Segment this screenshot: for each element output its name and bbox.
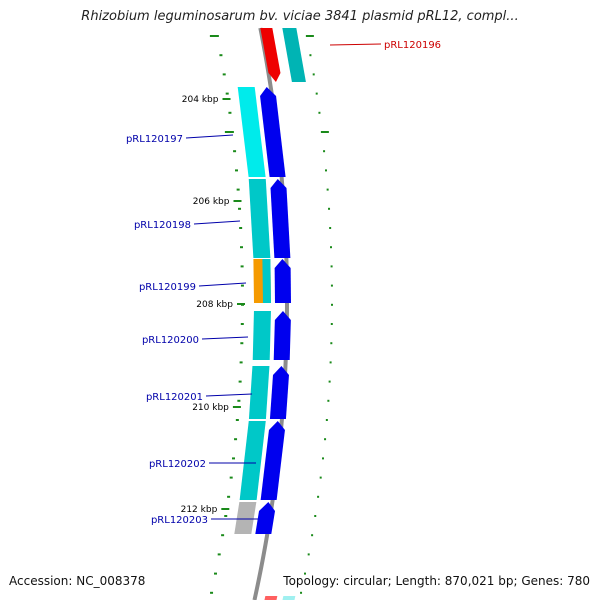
gene-label-pRL120198[interactable]: pRL120198 (134, 220, 191, 231)
forward-orf-feature[interactable] (239, 421, 266, 500)
map-title: Rhizobium leguminosarum bv. viciae 3841 … (81, 9, 519, 24)
gene-leader-line (193, 220, 241, 225)
reverse-orf-feature[interactable] (282, 28, 306, 82)
forward-cds-feature[interactable] (270, 179, 291, 258)
forward-cds-feature[interactable] (260, 87, 286, 177)
topology-text: Topology: circular; Length: 870,021 bp; … (283, 574, 590, 588)
kbp-label: 204 kbp (182, 95, 219, 105)
reverse-orf-feature[interactable] (282, 596, 296, 600)
forward-orf-feature[interactable] (234, 502, 257, 534)
forward-cds-feature[interactable] (255, 502, 276, 534)
gene-leader-line (205, 393, 253, 397)
gene-leader-line (185, 134, 234, 139)
gene-label-pRL120203[interactable]: pRL120203 (151, 515, 208, 526)
reverse-cds-feature[interactable] (260, 28, 281, 82)
kbp-label: 210 kbp (192, 403, 229, 413)
accession-text: Accession: NC_008378 (9, 574, 146, 588)
gene-label-pRL120197[interactable]: pRL120197 (126, 134, 183, 145)
gene-label-pRL120196[interactable]: pRL120196 (384, 40, 441, 51)
forward-cds-feature[interactable] (269, 366, 289, 419)
forward-cds-feature[interactable] (260, 421, 285, 500)
gene-label-pRL120201[interactable]: pRL120201 (146, 392, 203, 403)
forward-orf-feature[interactable] (252, 311, 271, 360)
forward-orf-feature[interactable] (237, 87, 266, 177)
gene-leader-line (198, 282, 247, 287)
forward-cds-feature[interactable] (273, 311, 291, 360)
reverse-cds-feature[interactable] (264, 596, 278, 600)
gene-label-pRL120200[interactable]: pRL120200 (142, 335, 199, 346)
kbp-label: 206 kbp (193, 197, 230, 207)
gene-leader-line (329, 43, 382, 46)
kbp-label: 212 kbp (181, 505, 218, 515)
reverse-gap[interactable] (275, 28, 290, 82)
gene-label-pRL120199[interactable]: pRL120199 (139, 282, 196, 293)
kbp-label: 208 kbp (196, 300, 233, 310)
gene-label-pRL120202[interactable]: pRL120202 (149, 459, 206, 470)
gene-leader-line (201, 336, 249, 340)
forward-orf-feature[interactable] (248, 179, 271, 258)
forward-orf-feature[interactable] (262, 259, 271, 303)
forward-cds-feature[interactable] (274, 259, 291, 303)
forward-orf-feature[interactable] (248, 366, 270, 419)
